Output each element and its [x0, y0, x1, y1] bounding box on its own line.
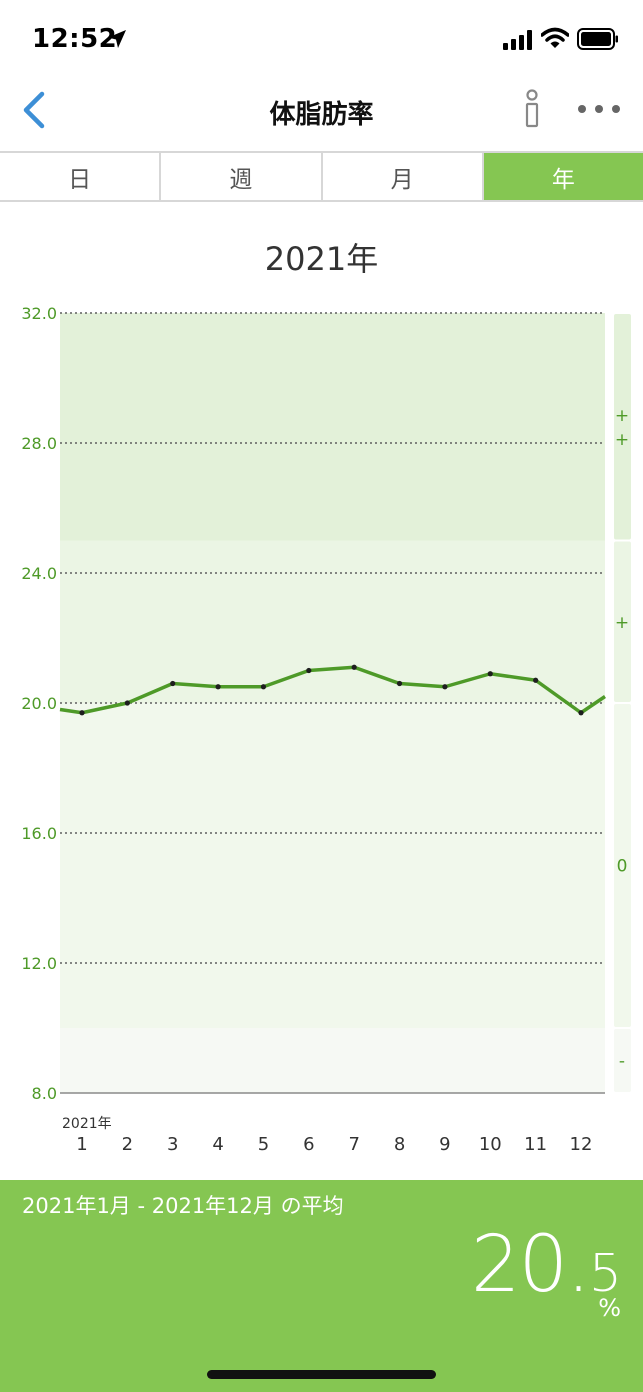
chart-x-tick-label: 6	[303, 1134, 314, 1155]
tab-year[interactable]: 年	[483, 153, 643, 200]
tab-week[interactable]: 週	[161, 153, 323, 200]
period-segmented-control: 日 週 月 年	[0, 151, 643, 202]
chart-band-0	[60, 313, 605, 541]
chart-data-point	[533, 677, 539, 683]
chart-x-tick-label: 10	[479, 1134, 502, 1155]
chart-data-point	[124, 700, 130, 706]
chart-data-point	[351, 664, 357, 670]
summary-panel: 2021年1月 - 2021年12月 の平均 20.5 %	[0, 1180, 643, 1392]
chart-y-tick-label: 28.0	[21, 434, 57, 453]
chart-y-tick-label: 16.0	[21, 824, 57, 843]
chart-data-point	[260, 684, 267, 690]
location-arrow-icon	[108, 30, 126, 48]
chart-data-point	[578, 710, 584, 716]
chart-x-tick-label: 8	[394, 1134, 405, 1155]
chart-data-point	[442, 684, 448, 690]
chart-x-tick-label: 4	[212, 1134, 223, 1155]
chart-title: 2021年	[264, 240, 379, 278]
battery-icon	[577, 28, 618, 50]
chart-x-tick-label: 5	[258, 1134, 269, 1155]
chart-y-tick-label: 12.0	[21, 954, 57, 973]
chart-x-tick-label: 3	[167, 1134, 178, 1155]
chart-y-tick-label: 32.0	[21, 304, 57, 323]
tab-month[interactable]: 月	[322, 153, 484, 200]
summary-average-value: 20.5	[471, 1220, 622, 1310]
chart-data-point	[487, 671, 493, 677]
chart-band-label: +	[615, 430, 629, 450]
summary-range: 2021年1月 - 2021年12月 の平均	[22, 1194, 344, 1218]
chart-x-tick-label: 1	[76, 1134, 87, 1155]
chart-x-tick-label: 11	[524, 1134, 547, 1155]
chart-band-indicator-2	[614, 704, 631, 1027]
summary-unit: %	[598, 1294, 621, 1322]
chart-x-tick-label: 2	[122, 1134, 133, 1155]
chart-band-label: -	[619, 1052, 625, 1072]
chart-band-indicator-0	[614, 314, 631, 540]
chart-x-tick-label: 9	[439, 1134, 450, 1155]
wifi-icon	[541, 27, 569, 48]
chart-y-tick-label: 20.0	[21, 694, 57, 713]
chart-band-label: +	[615, 613, 629, 633]
chart-x-tick-label: 12	[570, 1134, 593, 1155]
chart-data-point	[170, 680, 176, 687]
summary-value-integer: 20.	[470, 1220, 591, 1310]
chart-data-point	[79, 710, 85, 716]
status-time: 12:52	[32, 24, 118, 54]
chart-band-indicator-3	[614, 1029, 631, 1092]
chart-band-label: +	[615, 406, 629, 426]
chart-x-year-label: 2021年	[62, 1116, 112, 1132]
info-icon[interactable]	[518, 88, 546, 132]
chart-band-label: 0	[617, 857, 628, 877]
chart-x-tick-label: 7	[348, 1134, 359, 1155]
chart-data-point	[396, 680, 403, 687]
more-options-icon[interactable]	[574, 98, 624, 120]
back-chevron-icon[interactable]	[18, 88, 48, 132]
chart-data-point	[306, 667, 312, 674]
chart-y-tick-label: 24.0	[21, 564, 57, 583]
home-indicator	[207, 1370, 436, 1379]
summary-value-decimal: 5	[588, 1244, 622, 1304]
chart-data-point	[215, 684, 221, 690]
navigation-bar: 体脂肪率	[0, 80, 643, 150]
chart-band-indicator-1	[614, 541, 631, 702]
chart-series-line	[59, 665, 606, 715]
tab-day[interactable]: 日	[0, 153, 162, 200]
chart-y-tick-label: 8.0	[32, 1084, 57, 1103]
chart-band-3	[60, 1028, 605, 1093]
page-title: 体脂肪率	[269, 100, 374, 130]
chart-band-2	[60, 703, 605, 1028]
status-bar: 12:52	[0, 0, 643, 80]
cellular-signal-icon	[503, 30, 532, 50]
